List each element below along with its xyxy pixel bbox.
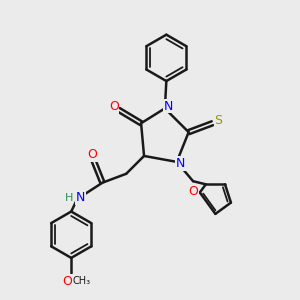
Text: O: O: [63, 274, 73, 288]
Text: H: H: [65, 193, 73, 202]
Text: O: O: [109, 100, 119, 113]
Text: S: S: [214, 114, 222, 127]
Text: N: N: [164, 100, 173, 112]
Text: N: N: [176, 157, 185, 170]
Text: O: O: [87, 148, 97, 161]
Text: CH₃: CH₃: [73, 276, 91, 286]
Text: O: O: [188, 184, 198, 197]
Text: N: N: [76, 191, 86, 204]
